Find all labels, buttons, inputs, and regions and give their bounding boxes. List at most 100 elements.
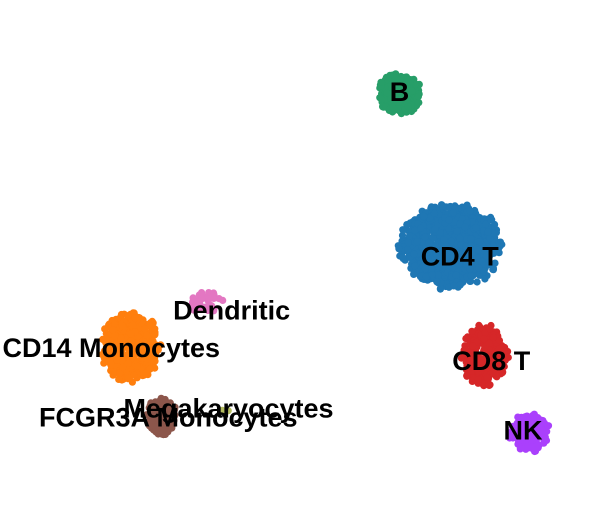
point-cd14-monocytes <box>141 325 149 333</box>
point-cd4-t <box>450 218 458 226</box>
point-cd4-t <box>405 232 414 240</box>
point-cd4-t <box>420 212 428 220</box>
point-cd14-monocytes <box>143 331 151 339</box>
point-cd4-t <box>445 216 453 224</box>
point-nk <box>528 428 536 437</box>
point-nk <box>519 432 527 440</box>
point-cd4-t <box>466 265 474 273</box>
point-cd4-t <box>481 220 490 228</box>
point-cd4-t <box>430 209 439 217</box>
point-cd4-t <box>486 234 494 243</box>
point-cd14-monocytes <box>133 362 141 370</box>
label-cd14-monocytes: CD14 Monocytes <box>3 333 221 363</box>
point-nk <box>515 437 523 445</box>
point-fcgr3a-monocytes <box>170 403 178 411</box>
point-cd14-monocytes <box>129 321 137 329</box>
point-dendritic <box>189 300 197 308</box>
point-nk <box>529 420 537 428</box>
point-cd4-t <box>410 250 418 258</box>
point-cd4-t <box>456 281 464 289</box>
point-fcgr3a-monocytes <box>146 422 154 430</box>
point-cd4-t <box>426 214 434 222</box>
point-cd14-monocytes <box>143 348 151 356</box>
point-cd4-t <box>456 234 464 242</box>
point-cd8-t <box>489 333 497 342</box>
point-dendritic <box>219 296 227 304</box>
point-fcgr3a-monocytes <box>152 428 160 436</box>
point-b <box>415 99 423 107</box>
point-cd14-monocytes <box>124 312 132 320</box>
point-cd4-t <box>421 265 429 273</box>
point-fcgr3a-monocytes <box>148 416 156 424</box>
point-cd4-t <box>413 238 421 246</box>
point-cd4-t <box>466 207 474 215</box>
point-fcgr3a-monocytes <box>162 419 170 427</box>
point-cd8-t <box>485 381 493 389</box>
point-cd8-t <box>480 335 488 343</box>
point-cd14-monocytes <box>116 369 124 377</box>
point-cd8-t <box>481 329 489 337</box>
point-cd4-t <box>395 245 403 253</box>
cluster-cd8-t <box>457 321 512 390</box>
cluster-b <box>376 70 423 118</box>
point-b <box>408 87 416 95</box>
point-cd14-monocytes <box>102 334 110 342</box>
label-dendritic: Dendritic <box>173 295 290 325</box>
point-cd8-t <box>467 349 475 357</box>
point-nk <box>524 442 532 450</box>
point-b <box>377 78 385 86</box>
point-nk <box>524 414 533 422</box>
point-cd8-t <box>467 367 475 375</box>
point-cd8-t <box>468 327 476 335</box>
point-cd4-t <box>443 253 451 261</box>
point-megakaryocytes <box>218 406 226 414</box>
point-cd8-t <box>495 336 504 345</box>
cluster-megakaryocytes <box>218 406 232 416</box>
point-cd4-t <box>399 253 407 261</box>
point-cd4-t <box>444 224 452 232</box>
point-nk <box>541 436 549 444</box>
point-nk <box>534 442 542 450</box>
point-b <box>404 103 412 111</box>
point-cd8-t <box>463 371 471 380</box>
point-cd14-monocytes <box>138 354 146 362</box>
point-dendritic <box>205 295 213 303</box>
point-cd14-monocytes <box>152 350 160 358</box>
point-cd4-t <box>462 242 470 250</box>
point-cd14-monocytes <box>131 314 139 322</box>
point-cd8-t <box>473 355 481 363</box>
point-fcgr3a-monocytes <box>158 430 166 438</box>
cluster-cd14-monocytes <box>98 309 165 386</box>
point-cd14-monocytes <box>127 330 135 338</box>
point-cd4-t <box>489 264 497 272</box>
point-cd8-t <box>476 364 484 372</box>
point-fcgr3a-monocytes <box>156 419 164 427</box>
point-cd4-t <box>432 260 440 268</box>
point-cd4-t <box>428 271 436 279</box>
point-fcgr3a-monocytes <box>147 400 155 408</box>
point-cd4-t <box>399 226 407 234</box>
point-cd8-t <box>474 376 482 384</box>
point-cd14-monocytes <box>125 374 133 382</box>
point-fcgr3a-monocytes <box>160 410 169 418</box>
point-cd4-t <box>440 236 448 244</box>
point-nk <box>536 421 544 429</box>
point-b <box>402 86 410 94</box>
label-megakaryocytes: Megakaryocytes <box>123 393 333 423</box>
point-b <box>414 92 422 101</box>
point-dendritic <box>192 306 200 314</box>
point-cd4-t <box>463 201 471 209</box>
point-cd4-t <box>434 271 442 279</box>
point-nk <box>530 410 538 418</box>
point-cd14-monocytes <box>140 338 148 346</box>
label-cd8-t: CD8 T <box>452 346 531 376</box>
point-cd14-monocytes <box>117 334 125 342</box>
point-dendritic <box>196 300 204 309</box>
point-cd4-t <box>436 284 444 293</box>
point-cd14-monocytes <box>111 320 119 328</box>
point-cd4-t <box>467 272 475 280</box>
label-b: B <box>390 77 410 107</box>
point-fcgr3a-monocytes <box>155 397 163 405</box>
cluster-nk <box>506 410 553 456</box>
